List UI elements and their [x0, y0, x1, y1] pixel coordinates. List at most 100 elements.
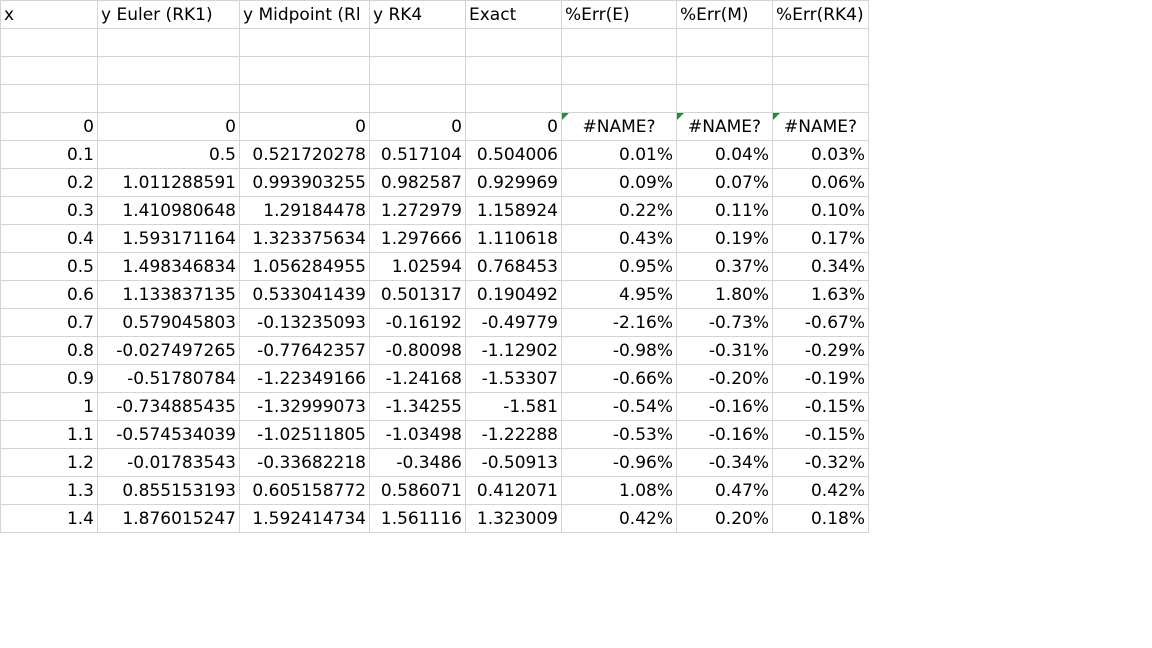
- empty-cell[interactable]: [676, 28, 773, 57]
- cell-exact[interactable]: -0.49779: [465, 308, 562, 337]
- empty-cell[interactable]: [465, 28, 562, 57]
- cell-midpoint[interactable]: 0.533041439: [239, 280, 370, 309]
- cell-euler[interactable]: 1.133837135: [97, 280, 240, 309]
- cell-err-midpoint[interactable]: 0.07%: [676, 168, 773, 197]
- empty-cell[interactable]: [369, 84, 466, 113]
- empty-cell[interactable]: [676, 84, 773, 113]
- empty-cell[interactable]: [239, 28, 370, 57]
- empty-cell[interactable]: [0, 56, 98, 85]
- cell-err-midpoint[interactable]: -0.31%: [676, 336, 773, 365]
- empty-cell[interactable]: [561, 84, 677, 113]
- cell-err-midpoint[interactable]: -0.16%: [676, 392, 773, 421]
- cell-euler[interactable]: 1.593171164: [97, 224, 240, 253]
- cell-rk4[interactable]: 1.561116: [369, 504, 466, 533]
- cell-midpoint[interactable]: 0.993903255: [239, 168, 370, 197]
- cell-exact[interactable]: 0.929969: [465, 168, 562, 197]
- cell-x[interactable]: 1.1: [0, 420, 98, 449]
- cell-err-rk4[interactable]: -0.15%: [772, 392, 869, 421]
- cell-err-midpoint[interactable]: #NAME?: [676, 112, 773, 141]
- cell-err-midpoint[interactable]: 0.11%: [676, 196, 773, 225]
- cell-x[interactable]: 0.5: [0, 252, 98, 281]
- cell-err-euler[interactable]: 0.43%: [561, 224, 677, 253]
- cell-err-euler[interactable]: -0.54%: [561, 392, 677, 421]
- empty-cell[interactable]: [772, 84, 869, 113]
- cell-euler[interactable]: -0.734885435: [97, 392, 240, 421]
- cell-err-euler[interactable]: 0.42%: [561, 504, 677, 533]
- empty-cell[interactable]: [97, 84, 240, 113]
- cell-err-euler[interactable]: -0.66%: [561, 364, 677, 393]
- cell-err-midpoint[interactable]: 0.37%: [676, 252, 773, 281]
- cell-euler[interactable]: -0.01783543: [97, 448, 240, 477]
- cell-err-rk4[interactable]: -0.15%: [772, 420, 869, 449]
- cell-midpoint[interactable]: 1.592414734: [239, 504, 370, 533]
- cell-err-midpoint[interactable]: 0.19%: [676, 224, 773, 253]
- cell-err-midpoint[interactable]: 0.20%: [676, 504, 773, 533]
- cell-exact[interactable]: 0.412071: [465, 476, 562, 505]
- header-cell-rk4[interactable]: y RK4: [369, 0, 466, 29]
- cell-midpoint[interactable]: -1.32999073: [239, 392, 370, 421]
- header-cell-exact[interactable]: Exact: [465, 0, 562, 29]
- cell-rk4[interactable]: -0.16192: [369, 308, 466, 337]
- cell-err-midpoint[interactable]: -0.34%: [676, 448, 773, 477]
- cell-euler[interactable]: 0: [97, 112, 240, 141]
- cell-midpoint[interactable]: 1.29184478: [239, 196, 370, 225]
- cell-err-euler[interactable]: 0.01%: [561, 140, 677, 169]
- cell-exact[interactable]: 0.504006: [465, 140, 562, 169]
- cell-err-midpoint[interactable]: 0.47%: [676, 476, 773, 505]
- cell-rk4[interactable]: 0.517104: [369, 140, 466, 169]
- cell-exact[interactable]: -1.12902: [465, 336, 562, 365]
- cell-x[interactable]: 1.4: [0, 504, 98, 533]
- empty-cell[interactable]: [676, 56, 773, 85]
- header-cell-euler[interactable]: y Euler (RK1): [97, 0, 240, 29]
- cell-err-rk4[interactable]: -0.19%: [772, 364, 869, 393]
- header-cell-err-euler[interactable]: %Err(E): [561, 0, 677, 29]
- cell-err-euler[interactable]: 0.09%: [561, 168, 677, 197]
- cell-euler[interactable]: 0.5: [97, 140, 240, 169]
- cell-err-rk4[interactable]: 0.10%: [772, 196, 869, 225]
- cell-err-rk4[interactable]: 0.18%: [772, 504, 869, 533]
- header-cell-midpoint[interactable]: y Midpoint (Rl: [239, 0, 370, 29]
- cell-exact[interactable]: -1.22288: [465, 420, 562, 449]
- cell-err-midpoint[interactable]: -0.16%: [676, 420, 773, 449]
- cell-x[interactable]: 0.1: [0, 140, 98, 169]
- empty-cell[interactable]: [369, 56, 466, 85]
- header-cell-x[interactable]: x: [0, 0, 98, 29]
- cell-euler[interactable]: 0.579045803: [97, 308, 240, 337]
- cell-rk4[interactable]: -1.24168: [369, 364, 466, 393]
- empty-cell[interactable]: [0, 84, 98, 113]
- cell-x[interactable]: 0.9: [0, 364, 98, 393]
- cell-exact[interactable]: -1.53307: [465, 364, 562, 393]
- cell-err-euler[interactable]: -0.98%: [561, 336, 677, 365]
- cell-err-euler[interactable]: -0.96%: [561, 448, 677, 477]
- cell-rk4[interactable]: -1.03498: [369, 420, 466, 449]
- cell-rk4[interactable]: 1.272979: [369, 196, 466, 225]
- cell-midpoint[interactable]: -1.02511805: [239, 420, 370, 449]
- cell-err-euler[interactable]: 0.22%: [561, 196, 677, 225]
- cell-rk4[interactable]: 0: [369, 112, 466, 141]
- cell-err-euler[interactable]: 1.08%: [561, 476, 677, 505]
- header-cell-err-midpoint[interactable]: %Err(M): [676, 0, 773, 29]
- cell-err-rk4[interactable]: -0.32%: [772, 448, 869, 477]
- empty-cell[interactable]: [0, 28, 98, 57]
- cell-midpoint[interactable]: -1.22349166: [239, 364, 370, 393]
- cell-err-midpoint[interactable]: 0.04%: [676, 140, 773, 169]
- cell-midpoint[interactable]: 0: [239, 112, 370, 141]
- empty-cell[interactable]: [465, 84, 562, 113]
- cell-x[interactable]: 1.3: [0, 476, 98, 505]
- cell-err-rk4[interactable]: 1.63%: [772, 280, 869, 309]
- cell-exact[interactable]: 0.768453: [465, 252, 562, 281]
- cell-midpoint[interactable]: -0.77642357: [239, 336, 370, 365]
- cell-euler[interactable]: -0.51780784: [97, 364, 240, 393]
- cell-midpoint[interactable]: 1.323375634: [239, 224, 370, 253]
- empty-cell[interactable]: [772, 56, 869, 85]
- cell-exact[interactable]: 1.323009: [465, 504, 562, 533]
- cell-x[interactable]: 1.2: [0, 448, 98, 477]
- cell-euler[interactable]: 1.011288591: [97, 168, 240, 197]
- cell-err-midpoint[interactable]: -0.20%: [676, 364, 773, 393]
- cell-err-midpoint[interactable]: -0.73%: [676, 308, 773, 337]
- cell-err-rk4[interactable]: -0.67%: [772, 308, 869, 337]
- cell-err-rk4[interactable]: #NAME?: [772, 112, 869, 141]
- cell-x[interactable]: 0.7: [0, 308, 98, 337]
- cell-x[interactable]: 0.3: [0, 196, 98, 225]
- cell-rk4[interactable]: 1.297666: [369, 224, 466, 253]
